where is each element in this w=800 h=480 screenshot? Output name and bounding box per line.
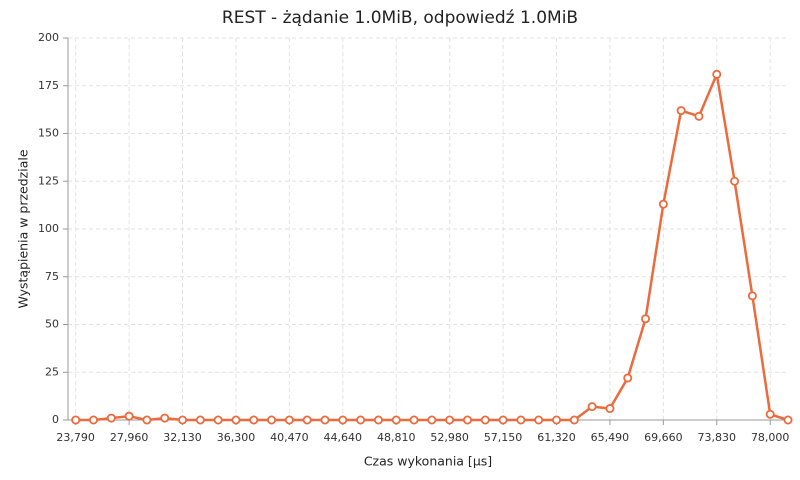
y-tick-label: 100 <box>38 222 59 235</box>
x-tick-label: 36,300 <box>217 431 256 444</box>
data-point <box>445 415 455 425</box>
x-tick-label: 27,960 <box>110 431 149 444</box>
data-point <box>605 404 615 414</box>
data-point <box>765 409 775 419</box>
data-point <box>712 69 722 79</box>
data-point <box>231 415 241 425</box>
data-point <box>142 415 152 425</box>
data-point <box>356 415 366 425</box>
data-point <box>516 415 526 425</box>
data-point <box>249 415 259 425</box>
data-point <box>534 415 544 425</box>
data-point <box>302 415 312 425</box>
x-tick-label: 52,980 <box>430 431 469 444</box>
data-point <box>160 413 170 423</box>
x-tick-label: 48,810 <box>377 431 416 444</box>
data-point <box>284 415 294 425</box>
data-point <box>195 415 205 425</box>
x-tick-label: 23,790 <box>56 431 95 444</box>
x-tick-label: 69,660 <box>644 431 683 444</box>
data-point <box>427 415 437 425</box>
data-point <box>747 291 757 301</box>
x-tick-label: 61,320 <box>537 431 576 444</box>
y-tick-label: 50 <box>45 318 59 331</box>
data-point <box>641 314 651 324</box>
y-tick-label: 125 <box>38 174 59 187</box>
data-point <box>569 415 579 425</box>
data-point <box>213 415 223 425</box>
data-point <box>462 415 472 425</box>
data-point <box>587 402 597 412</box>
x-tick-label: 57,150 <box>484 431 523 444</box>
x-tick-label: 32,130 <box>163 431 202 444</box>
data-point <box>694 111 704 121</box>
data-point <box>676 106 686 116</box>
data-point <box>658 199 668 209</box>
data-point <box>783 415 793 425</box>
data-point <box>178 415 188 425</box>
data-point <box>71 415 81 425</box>
data-point <box>730 176 740 186</box>
y-tick-label: 150 <box>38 127 59 140</box>
data-point <box>409 415 419 425</box>
data-point <box>320 415 330 425</box>
data-point <box>124 411 134 421</box>
y-tick-label: 75 <box>45 270 59 283</box>
chart-title: REST - żądanie 1.0MiB, odpowiedź 1.0MiB <box>222 8 578 28</box>
y-axis-title: Wystąpienia w przedziale <box>16 149 31 308</box>
data-point <box>480 415 490 425</box>
data-point <box>551 415 561 425</box>
x-tick-label: 78,000 <box>751 431 790 444</box>
x-tick-label: 44,640 <box>324 431 363 444</box>
data-point <box>373 415 383 425</box>
y-tick-label: 175 <box>38 79 59 92</box>
y-tick-label: 25 <box>45 365 59 378</box>
data-point <box>106 413 116 423</box>
data-point <box>88 415 98 425</box>
data-point <box>391 415 401 425</box>
data-point <box>623 373 633 383</box>
data-point <box>498 415 508 425</box>
x-tick-label: 73,830 <box>698 431 737 444</box>
y-tick-label: 0 <box>52 413 59 426</box>
x-tick-label: 40,470 <box>270 431 309 444</box>
data-point <box>338 415 348 425</box>
x-axis-title: Czas wykonania [µs] <box>364 454 492 469</box>
y-tick-label: 200 <box>38 31 59 44</box>
x-tick-label: 65,490 <box>591 431 630 444</box>
data-point <box>267 415 277 425</box>
